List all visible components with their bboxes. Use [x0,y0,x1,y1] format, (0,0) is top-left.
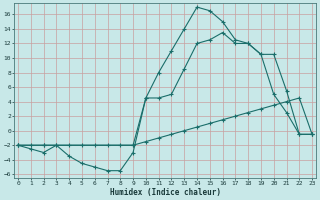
X-axis label: Humidex (Indice chaleur): Humidex (Indice chaleur) [109,188,220,197]
